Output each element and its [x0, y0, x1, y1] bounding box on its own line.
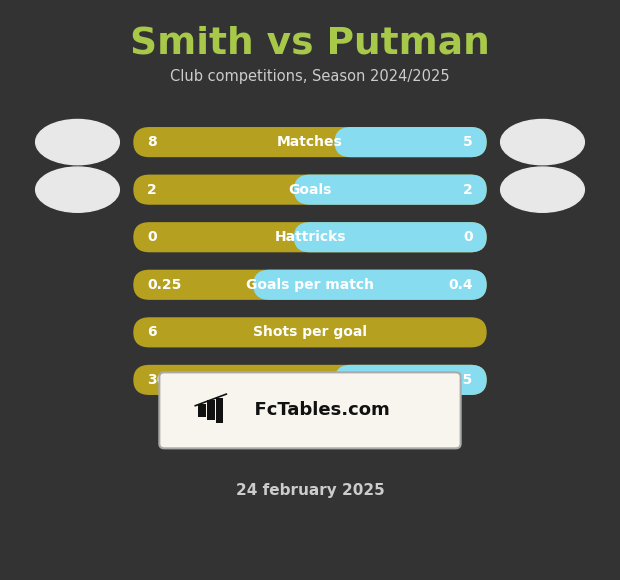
Text: 5: 5 — [463, 135, 473, 149]
Text: Club competitions, Season 2024/2025: Club competitions, Season 2024/2025 — [170, 69, 450, 84]
Text: 8: 8 — [147, 135, 157, 149]
Text: 0: 0 — [463, 230, 473, 244]
Text: FcTables.com: FcTables.com — [242, 401, 390, 419]
Text: 0: 0 — [147, 230, 157, 244]
Bar — [198, 404, 206, 416]
Ellipse shape — [501, 119, 584, 165]
FancyBboxPatch shape — [133, 222, 487, 252]
Text: Hattricks: Hattricks — [274, 230, 346, 244]
Text: Shots per goal: Shots per goal — [253, 325, 367, 339]
Text: Matches: Matches — [277, 135, 343, 149]
Ellipse shape — [35, 167, 119, 212]
FancyBboxPatch shape — [133, 317, 487, 347]
Text: 2: 2 — [147, 183, 157, 197]
FancyBboxPatch shape — [335, 365, 487, 395]
Text: 2: 2 — [463, 183, 473, 197]
FancyBboxPatch shape — [133, 365, 487, 395]
FancyBboxPatch shape — [294, 175, 487, 205]
Text: 6: 6 — [147, 325, 157, 339]
Text: 0.25: 0.25 — [147, 278, 181, 292]
Bar — [207, 400, 215, 420]
Text: 225: 225 — [444, 373, 473, 387]
Text: Goals: Goals — [288, 183, 332, 197]
FancyBboxPatch shape — [133, 175, 487, 205]
Bar — [216, 398, 223, 423]
Text: Min per goal: Min per goal — [261, 373, 359, 387]
FancyBboxPatch shape — [133, 270, 487, 300]
Text: 0.4: 0.4 — [448, 278, 473, 292]
FancyBboxPatch shape — [159, 372, 461, 448]
Text: 360: 360 — [147, 373, 176, 387]
FancyBboxPatch shape — [335, 127, 487, 157]
Text: Smith vs Putman: Smith vs Putman — [130, 26, 490, 61]
Text: 24 february 2025: 24 february 2025 — [236, 483, 384, 498]
FancyBboxPatch shape — [253, 270, 487, 300]
Ellipse shape — [501, 167, 584, 212]
Ellipse shape — [35, 119, 119, 165]
FancyBboxPatch shape — [133, 127, 487, 157]
FancyBboxPatch shape — [294, 222, 487, 252]
Text: Goals per match: Goals per match — [246, 278, 374, 292]
